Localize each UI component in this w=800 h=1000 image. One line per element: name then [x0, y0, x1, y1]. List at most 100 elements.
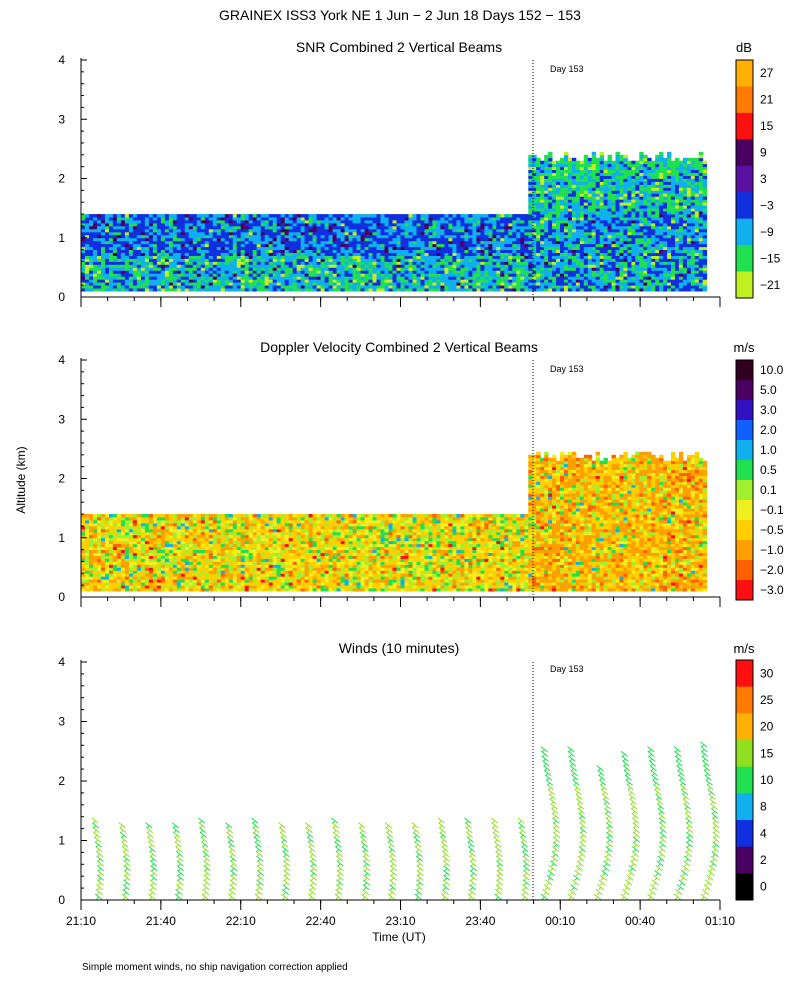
field-cell: [380, 267, 385, 271]
field-cell: [564, 166, 569, 170]
field-cell: [571, 169, 577, 173]
field-cell: [667, 258, 672, 262]
field-cell: [152, 252, 158, 256]
field-cell: [532, 172, 537, 176]
field-cell: [496, 273, 501, 277]
field-cell: [228, 243, 234, 248]
field-cell: [583, 154, 589, 159]
field-cell: [296, 261, 302, 265]
field-cell: [663, 234, 668, 239]
field-cell: [675, 181, 680, 185]
field-cell: [328, 237, 333, 242]
field-cell: [296, 282, 302, 286]
field-cell: [635, 267, 640, 271]
field-cell: [476, 234, 481, 239]
field-cell: [556, 169, 561, 173]
field-cell: [587, 237, 593, 242]
field-cell: [619, 169, 624, 173]
field-cell: [272, 246, 278, 250]
field-cell: [492, 285, 497, 289]
field-cell: [344, 288, 349, 292]
field-cell: [690, 181, 696, 185]
field-cell: [268, 264, 274, 268]
field-cell: [260, 276, 266, 280]
field-cell: [300, 217, 306, 221]
field-cell: [272, 288, 278, 292]
field-cell: [536, 267, 541, 271]
field-cell: [595, 243, 601, 248]
field-cell: [304, 264, 309, 268]
field-cell: [228, 279, 234, 283]
field-cell: [504, 258, 509, 262]
field-cell: [615, 243, 620, 248]
field-cell: [603, 217, 608, 221]
field-cell: [164, 231, 170, 236]
field-cell: [420, 276, 425, 280]
field-cell: [663, 267, 668, 271]
field-cell: [603, 208, 608, 212]
field-cell: [388, 282, 393, 286]
field-cell: [560, 169, 565, 173]
field-cell: [216, 270, 222, 274]
field-cell: [591, 184, 597, 188]
field-cell: [412, 234, 417, 239]
field-cell: [675, 214, 680, 218]
field-cell: [192, 243, 198, 248]
field-cell: [208, 243, 214, 248]
field-cell: [212, 220, 218, 224]
field-cell: [144, 222, 150, 227]
field-cell: [571, 285, 577, 289]
field-cell: [336, 276, 341, 280]
field-cell: [160, 267, 166, 271]
field-cell: [192, 258, 198, 262]
field-cell: [152, 217, 158, 221]
field-cell: [682, 217, 688, 221]
field-cell: [528, 172, 533, 176]
field-cell: [556, 160, 561, 165]
field-cell: [579, 285, 585, 289]
field-cell: [236, 273, 242, 277]
field-cell: [260, 246, 266, 250]
field-cell: [655, 193, 660, 197]
field-cell: [396, 252, 401, 256]
field-cell: [615, 196, 620, 200]
field-cell: [85, 240, 90, 245]
field-cell: [655, 154, 660, 159]
field-cell: [663, 208, 668, 212]
field-cell: [468, 237, 473, 242]
field-cell: [686, 267, 692, 271]
field-cell: [595, 199, 601, 203]
field-cell: [332, 273, 337, 277]
field-cell: [579, 196, 585, 200]
field-cell: [567, 276, 573, 280]
field-cell: [160, 258, 166, 262]
field-cell: [575, 169, 581, 173]
field-cell: [160, 288, 166, 292]
field-cell: [548, 208, 553, 212]
field-cell: [384, 246, 389, 250]
field-cell: [579, 187, 585, 191]
field-cell: [667, 237, 672, 242]
field-cell: [168, 217, 174, 221]
field-cell: [101, 231, 106, 236]
field-cell: [101, 258, 106, 262]
field-cell: [611, 237, 616, 242]
field-cell: [694, 160, 700, 165]
field-cell: [280, 222, 286, 227]
field-cell: [667, 252, 672, 256]
field-cell: [424, 240, 429, 245]
field-cell: [532, 264, 537, 268]
field-cell: [623, 166, 628, 170]
field-cell: [667, 217, 672, 221]
field-cell: [109, 225, 114, 230]
field-cell: [105, 246, 110, 250]
field-cell: [348, 279, 353, 283]
field-cell: [228, 282, 234, 286]
field-cell: [611, 231, 616, 236]
field-cell: [643, 258, 648, 262]
field-cell: [268, 240, 274, 245]
field-cell: [376, 214, 381, 218]
field-cell: [292, 282, 298, 286]
field-cell: [647, 178, 652, 182]
field-cell: [380, 264, 385, 268]
